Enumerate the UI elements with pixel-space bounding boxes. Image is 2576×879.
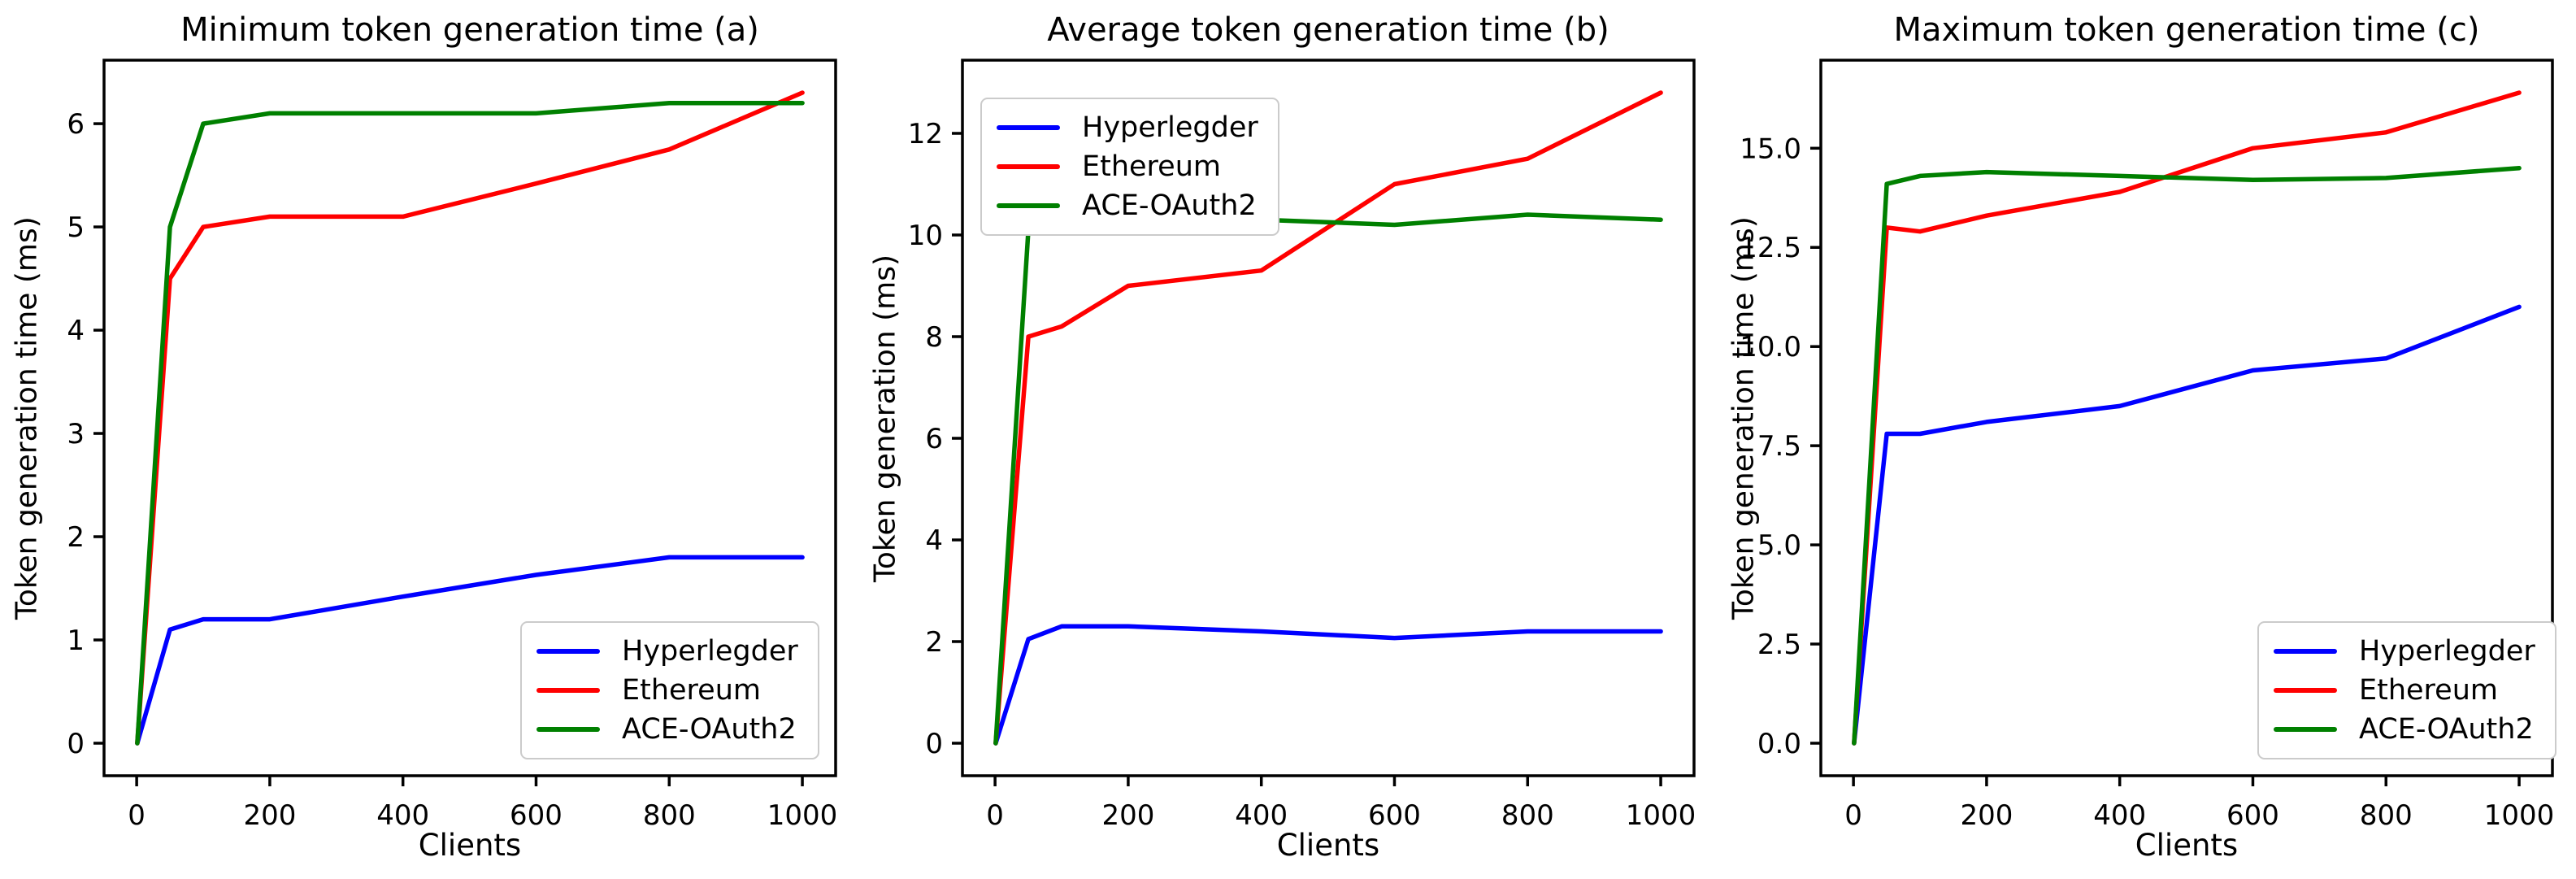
legend-label: ACE-OAuth2 [2359,712,2534,746]
y-tick-label: 4 [925,524,943,557]
chart-title-minimum: Minimum token generation time (a) [180,11,759,49]
legend-label: ACE-OAuth2 [1082,189,1257,222]
legend-item-ethereum: Ethereum [536,674,798,707]
x-tick-label: 0 [128,799,146,832]
y-tick-label: 0.0 [1757,728,1801,760]
x-tick-label: 1000 [2484,799,2555,832]
axes-maximum: 0 200 400 600 800 1000 0.0 2.5 5.0 7.5 10.0 12.5 15.… [1740,59,2555,832]
legend-item-ace-oauth2: ACE-OAuth2 [536,713,798,746]
legend-line-swatch [997,203,1060,208]
series-line-hyperlegder [1852,304,2522,746]
subplot-maximum: Maximum token generation time (c) Token … [1717,0,2576,879]
legend-label: Hyperlegder [622,634,798,668]
subplot-minimum: Minimum token generation time (a) Token … [0,0,858,879]
y-tick-label: 2 [67,521,85,554]
x-tick-label: 400 [376,799,429,832]
x-tick-label: 200 [243,799,296,832]
legend-line-swatch [997,164,1060,169]
series-line-ethereum [135,90,805,746]
legend-line-swatch [2274,688,2337,693]
legend-item-hyperlegder: Hyperlegder [2274,635,2535,668]
chart-title-average: Average token generation time (b) [1047,11,1609,49]
subplot-average: Average token generation time (b) Token … [858,0,1717,879]
y-tick-label: 5.0 [1757,529,1801,562]
series-line-hyperlegder [135,555,805,746]
x-tick-label: 0 [1844,799,1862,832]
series-line-ace-oauth2 [1852,165,2522,746]
y-tick-label: 12 [908,118,943,150]
legend-line-swatch [2274,727,2337,732]
legend-maximum: Hyperlegder Ethereum ACE-OAuth2 [2257,621,2556,759]
x-axis-title-average: Clients [1276,828,1380,863]
y-tick-label: 1 [67,624,85,657]
x-tick-label: 400 [2093,799,2146,832]
legend-item-ethereum: Ethereum [997,150,1258,183]
x-tick-label: 200 [1101,799,1154,832]
x-tick-label: 1000 [1626,799,1696,832]
legend-line-swatch [536,649,600,654]
legend-line-swatch [536,688,600,693]
x-tick-label: 800 [643,799,696,832]
x-axis-title-maximum: Clients [2135,828,2239,863]
legend-minimum: Hyperlegder Ethereum ACE-OAuth2 [520,621,819,759]
legend-item-ace-oauth2: ACE-OAuth2 [997,189,1258,222]
x-tick-label: 1000 [767,799,838,832]
chart-title-maximum: Maximum token generation time (c) [1893,11,2480,49]
x-axis-title-minimum: Clients [418,828,522,863]
axes-frame [961,59,1696,777]
legend-label: Ethereum [2359,673,2498,707]
legend-line-swatch [997,125,1060,130]
x-tick-label: 600 [2226,799,2279,832]
x-tick-label: 800 [1501,799,1554,832]
y-tick-label: 4 [67,315,85,347]
x-tick-label: 600 [510,799,563,832]
y-tick-label: 12.5 [1740,232,1801,264]
legend-item-ethereum: Ethereum [2274,674,2535,707]
y-tick-label: 6 [925,423,943,455]
x-tick-label: 600 [1368,799,1421,832]
x-tick-label: 800 [2360,799,2413,832]
y-tick-label: 0 [67,728,85,760]
legend-average: Hyperlegder Ethereum ACE-OAuth2 [980,98,1279,236]
y-tick-label: 3 [67,418,85,450]
y-tick-label: 5 [67,211,85,244]
x-tick-label: 400 [1235,799,1288,832]
axes-frame [102,59,837,777]
legend-line-swatch [536,727,600,732]
x-tick-label: 200 [1960,799,2013,832]
y-tick-label: 2 [925,626,943,659]
legend-item-ace-oauth2: ACE-OAuth2 [2274,713,2535,746]
legend-line-swatch [2274,649,2337,654]
legend-label: Hyperlegder [1082,111,1258,144]
y-tick-label: 10 [908,220,943,252]
y-tick-label: 15.0 [1740,133,1801,165]
legend-label: ACE-OAuth2 [622,712,797,746]
x-tick-label: 0 [986,799,1004,832]
y-tick-label: 10.0 [1740,331,1801,363]
series-line-ace-oauth2 [993,212,1663,746]
series-line-ethereum [993,90,1663,746]
y-tick-label: 7.5 [1757,430,1801,463]
legend-label: Hyperlegder [2359,634,2535,668]
series-line-hyperlegder [993,624,1663,746]
y-tick-label: 8 [925,321,943,354]
legend-label: Ethereum [1082,150,1221,183]
y-tick-label: 2.5 [1757,629,1801,661]
axes-frame [1819,59,2554,777]
series-line-ethereum [1852,90,2522,746]
y-tick-label: 6 [67,108,85,141]
legend-item-hyperlegder: Hyperlegder [536,635,798,668]
series-line-ace-oauth2 [135,100,805,746]
legend-label: Ethereum [622,673,761,707]
y-tick-label: 0 [925,728,943,760]
axes-minimum: 0 200 400 600 800 1000 0 1 2 3 4 5 6 [67,59,838,832]
legend-item-hyperlegder: Hyperlegder [997,111,1258,144]
